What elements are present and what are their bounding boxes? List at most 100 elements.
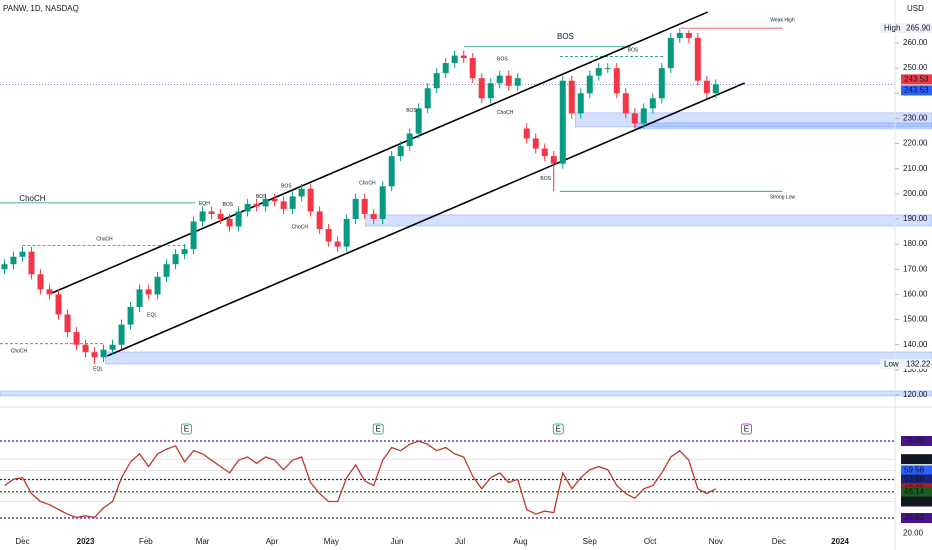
annotation: EQL (93, 366, 103, 372)
x-tick-label: 2024 (831, 537, 849, 546)
candle-body (577, 93, 584, 114)
rsi-badge (901, 486, 932, 497)
event-icon (741, 423, 752, 435)
candle-body (10, 256, 17, 265)
candle-body (532, 138, 539, 149)
candle-body (262, 198, 269, 207)
candle-body (478, 78, 485, 99)
candle-body (343, 218, 350, 247)
zone (0, 390, 932, 397)
candle-body (388, 156, 395, 187)
plot: BOS BOS BOS BOS BOS BOS BOS EQH ChoCH ChoCH ChoCH C… (1, 11, 796, 519)
candle-body (334, 241, 341, 247)
rsi-badge (901, 465, 932, 476)
candle-body (145, 289, 152, 295)
candle-body (64, 314, 71, 333)
candle-body (172, 254, 179, 265)
y-tick-label: 250.00 (903, 63, 928, 72)
y-tick-label: 160.00 (903, 290, 928, 299)
annotation: Strong Low (770, 194, 796, 200)
last-price-label: 243.53 (904, 75, 929, 84)
candle-body (442, 63, 449, 74)
y-tick-label: 210.00 (903, 164, 928, 173)
zone (105, 351, 932, 365)
rsi-badge-label: 46.14 (904, 487, 925, 496)
candle-body (325, 229, 332, 242)
candle-body (694, 37, 701, 81)
x-tick-label: Dec (772, 537, 786, 546)
y-tick-label: 220.00 (903, 139, 928, 148)
rsi-badge (901, 454, 932, 465)
rsi-badge (901, 496, 932, 507)
candle-body (559, 80, 566, 164)
candle-body (415, 108, 422, 134)
x-tick-label: Jun (391, 537, 404, 546)
candle-body (640, 108, 647, 124)
candle-body (253, 203, 260, 207)
rsi-badge (901, 474, 932, 485)
candle-body (235, 211, 242, 227)
y-tick-label: 140.00 (903, 340, 928, 349)
low-badge (880, 359, 932, 370)
candle-body (370, 213, 377, 219)
candle-body (154, 276, 161, 295)
candle-body (181, 249, 188, 255)
candle-body (586, 75, 593, 94)
zones (0, 27, 932, 519)
y-tick-label: 130.00 (903, 365, 928, 374)
candle-body (703, 80, 710, 94)
candle-body (226, 218, 233, 227)
candle-body (19, 251, 26, 257)
candle-body (433, 73, 440, 89)
rsi-badge-label: 66.66 (904, 454, 925, 463)
candle-body (568, 80, 575, 114)
candle-body (55, 294, 62, 315)
zone (635, 122, 932, 130)
candle-body (685, 32, 692, 38)
low-label: Low (884, 359, 899, 368)
candle-body (451, 55, 458, 64)
y-tick-label: 230.00 (903, 114, 928, 123)
annotation: ChoCH (497, 110, 514, 116)
chart-title: PANW, 1D, NASDAQ (3, 4, 79, 13)
y-tick-label: 120.00 (903, 390, 928, 399)
candle-body (667, 37, 674, 69)
rsi-badge (901, 435, 932, 446)
rsi-badge-label: 53.86 (904, 475, 925, 484)
y-tick-label: 200.00 (903, 189, 928, 198)
y-tick-label: 170.00 (903, 264, 928, 273)
low-value: 132.22 (906, 359, 931, 368)
zone (365, 214, 932, 227)
x-tick-label: Apr (266, 537, 279, 546)
candle-body (397, 146, 404, 157)
y-tick-label: 150.00 (903, 315, 928, 324)
high-label: High (884, 23, 900, 32)
candle-body (127, 306, 134, 325)
y-tick-label: 260.00 (903, 38, 928, 47)
candle-body (199, 211, 206, 222)
rsi-tick-label: 20.00 (903, 528, 924, 537)
annotation: BOS (557, 32, 574, 41)
annotation: Weak High (770, 17, 795, 23)
candle-body (289, 196, 296, 209)
candle-body (541, 148, 548, 157)
candle-body (550, 156, 557, 164)
candle-body (604, 68, 611, 70)
annotation: ChoCH (292, 224, 309, 230)
last-price-label: 243.53 (904, 86, 929, 95)
event-label: E (375, 425, 380, 434)
candle-body (469, 58, 476, 79)
x-tick-label: Dec (15, 537, 29, 546)
candle-body (352, 198, 359, 219)
event-icon (180, 423, 192, 435)
candle-body (622, 93, 629, 114)
candle-body (1, 264, 8, 270)
rsi-badge-label: 29.62 (904, 513, 925, 522)
x-tick-label: Jul (455, 537, 465, 546)
channel-line (106, 82, 745, 357)
candle-body (307, 188, 314, 212)
candle-body (631, 113, 638, 124)
event-label: E (744, 425, 749, 434)
candle-body (208, 211, 215, 214)
